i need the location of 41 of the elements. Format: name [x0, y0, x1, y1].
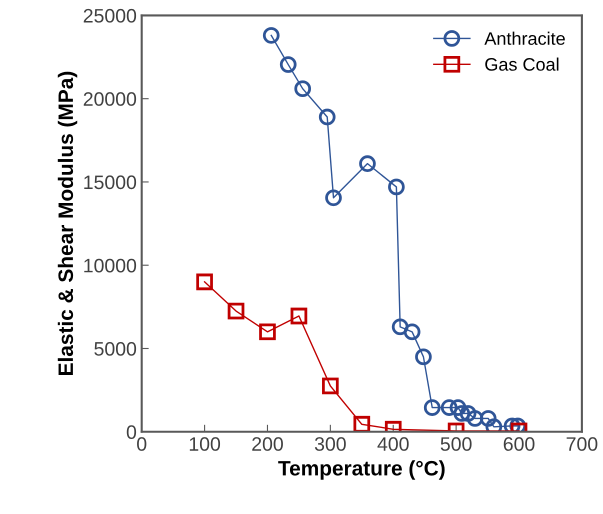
x-tick-label: 400: [377, 437, 409, 451]
point: [388, 178, 405, 196]
x-tick-label: 0: [137, 437, 146, 451]
point: [353, 416, 370, 432]
y-tick-label: 0: [126, 425, 136, 439]
x-tick-label: 100: [190, 437, 220, 451]
y-tick-label: 25000: [84, 8, 136, 23]
point: [228, 302, 244, 320]
point: [359, 155, 376, 172]
y-tick-label: 10000: [84, 258, 136, 272]
legend-label: Anthracite: [484, 32, 565, 45]
point: [440, 399, 458, 416]
x-tick-label: 600: [504, 437, 534, 451]
x-tick-label: 500: [440, 437, 472, 451]
point: [259, 324, 276, 340]
point: [322, 378, 339, 394]
y-tick-label: 15000: [84, 175, 136, 190]
point: [262, 27, 280, 44]
y-tick-label: 20000: [84, 92, 136, 106]
legend-label: Gas Coal: [485, 58, 558, 71]
x-tick-label: 300: [314, 437, 346, 451]
point: [318, 108, 336, 126]
point: [453, 405, 470, 422]
point: [450, 399, 466, 416]
point: [466, 410, 484, 427]
point: [415, 348, 432, 366]
point: [404, 324, 420, 340]
point: [325, 189, 342, 206]
point: [280, 56, 297, 73]
point: [480, 410, 497, 427]
point: [196, 274, 213, 290]
point: [424, 399, 441, 416]
x-axis-title: Temperature (°C): [278, 460, 445, 480]
y-tick-label: 5000: [94, 342, 136, 356]
y-axis-title: Elastic & Shear Modulus (MPa): [58, 72, 78, 375]
x-tick-label: 200: [252, 437, 283, 451]
point: [290, 308, 308, 324]
point: [392, 318, 408, 336]
point: [294, 80, 312, 98]
x-tick-label: 700: [566, 437, 598, 451]
point: [460, 405, 476, 422]
